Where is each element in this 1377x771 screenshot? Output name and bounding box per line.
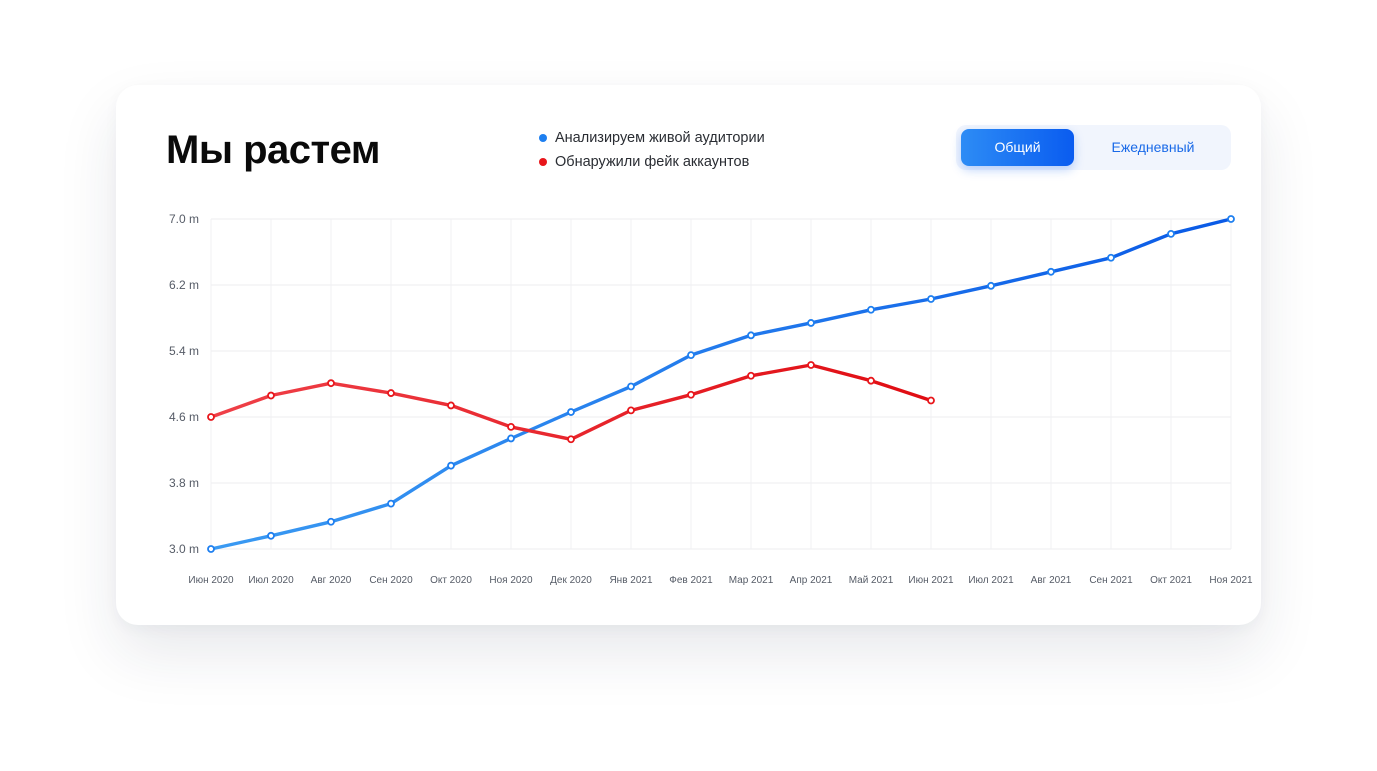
data-point-live	[447, 461, 455, 470]
chart-legend: Анализируем живой аудитории Обнаружили ф…	[539, 126, 765, 174]
y-tick-label: 4.6 m	[169, 410, 199, 424]
data-point-fake	[327, 379, 335, 388]
data-point-live	[747, 331, 755, 340]
toggle-daily-button[interactable]: Ежедневный	[1111, 139, 1195, 155]
data-point-live	[687, 351, 695, 360]
series	[207, 215, 1235, 553]
data-point-fake	[507, 422, 515, 431]
data-point-fake	[747, 371, 755, 380]
y-tick-label: 3.0 m	[169, 542, 199, 556]
series-line-live	[209, 217, 1233, 551]
x-tick-label: Сен 2020	[369, 575, 413, 586]
data-point-live	[927, 295, 935, 303]
x-tick-label: Мар 2021	[729, 575, 774, 586]
x-tick-label: Июл 2021	[968, 575, 1014, 586]
x-axis-ticks: Июн 2020 Июл 2020 Авг 2020 Сен 2020 Окт 2020…	[188, 575, 1253, 586]
legend-item-live: Анализируем живой аудитории	[539, 126, 765, 150]
x-tick-label: Окт 2021	[1150, 575, 1192, 586]
data-point-live	[507, 434, 515, 443]
y-tick-label: 5.4 m	[169, 344, 199, 358]
data-point-fake	[447, 401, 455, 410]
data-point-fake	[627, 406, 635, 415]
x-tick-label: Авг 2021	[1031, 575, 1072, 586]
x-tick-label: Фев 2021	[669, 575, 713, 586]
data-point-live	[1227, 215, 1235, 223]
x-tick-label: Дек 2020	[550, 575, 592, 586]
data-point-live	[987, 281, 995, 290]
data-point-live	[807, 319, 815, 327]
x-tick-label: Авг 2020	[311, 575, 352, 586]
data-point-fake	[867, 376, 875, 385]
data-point-live	[267, 531, 275, 540]
legend-label-fake: Обнаружили фейк аккаунтов	[555, 154, 750, 170]
x-tick-label: Окт 2020	[430, 575, 472, 586]
x-tick-label: Апр 2021	[790, 575, 833, 586]
data-point-live	[627, 382, 635, 391]
y-axis-ticks: 7.0 m 6.2 m 5.4 m 4.6 m 3.8 m 3.0 m	[169, 212, 199, 556]
legend-label-live: Анализируем живой аудитории	[555, 130, 765, 146]
data-point-live	[1167, 229, 1175, 238]
legend-dot-live	[539, 134, 547, 142]
legend-dot-fake	[539, 158, 547, 166]
y-tick-label: 7.0 m	[169, 212, 199, 226]
y-tick-label: 3.8 m	[169, 476, 199, 490]
y-tick-label: 6.2 m	[169, 278, 199, 292]
data-point-live	[567, 408, 575, 416]
data-point-live	[327, 517, 335, 526]
data-point-live	[1047, 267, 1055, 276]
data-point-live	[387, 499, 395, 508]
page-title: Мы растем	[166, 128, 380, 172]
x-tick-label: Июл 2020	[248, 575, 294, 586]
data-point-fake	[267, 391, 275, 400]
x-tick-label: Июн 2020	[188, 575, 234, 586]
x-tick-label: Ноя 2020	[489, 575, 533, 586]
data-point-fake	[927, 396, 935, 405]
x-tick-label: Ноя 2021	[1209, 575, 1253, 586]
data-point-fake	[207, 413, 215, 421]
data-point-fake	[387, 389, 395, 397]
data-point-fake	[567, 435, 575, 444]
x-tick-label: Сен 2021	[1089, 575, 1133, 586]
x-tick-label: Июн 2021	[908, 575, 954, 586]
data-point-fake	[807, 361, 815, 369]
x-tick-label: Май 2021	[849, 575, 894, 586]
data-point-live	[1107, 253, 1115, 262]
x-tick-label: Янв 2021	[609, 575, 653, 586]
legend-item-fake: Обнаружили фейк аккаунтов	[539, 150, 765, 174]
data-point-fake	[687, 390, 695, 399]
grid	[210, 218, 1232, 550]
data-point-live	[207, 545, 215, 553]
data-point-live	[867, 305, 875, 314]
toggle-total-button[interactable]: Общий	[961, 129, 1074, 166]
period-toggle: Общий Ежедневный	[956, 125, 1231, 170]
